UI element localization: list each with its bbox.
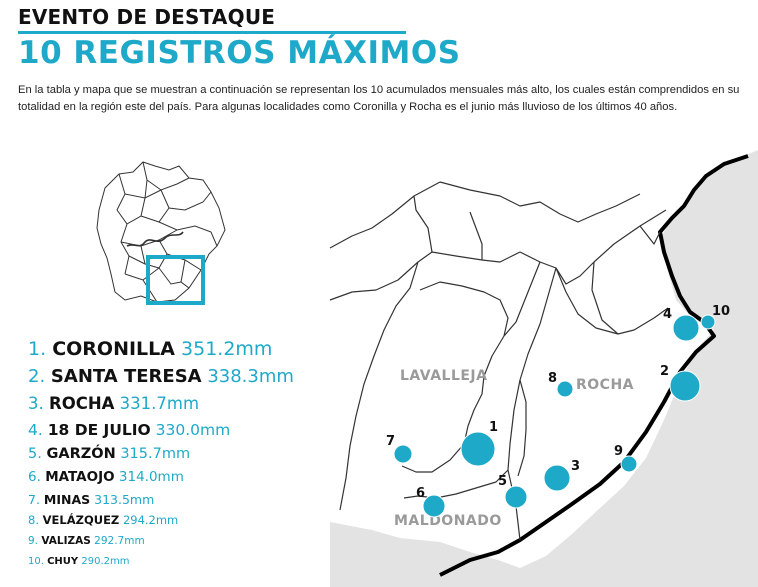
rank-number: 10.: [28, 556, 44, 567]
rank-value: 292.7mm: [94, 535, 145, 547]
rank-number: 4.: [28, 421, 43, 439]
ranking-item-rocha: 3. ROCHA 331.7mm: [28, 390, 294, 417]
region-label-maldonado: MALDONADO: [394, 513, 502, 529]
marker-label-8: 8: [548, 371, 557, 386]
rio-negro-river: [126, 231, 184, 247]
marker-label-6: 6: [416, 486, 425, 501]
section-kicker: EVENTO DE DESTAQUE: [18, 5, 276, 29]
rank-location: VELÁZQUEZ: [42, 513, 120, 527]
ranking-item-velazquez: 8. VELÁZQUEZ 294.2mm: [28, 510, 294, 531]
intro-paragraph: En la tabla y mapa que se muestran a con…: [18, 82, 740, 116]
marker-label-10: 10: [712, 304, 730, 319]
marker-label-4: 4: [663, 307, 672, 322]
rank-number: 1.: [28, 338, 47, 360]
region-label-lavalleja: LAVALLEJA: [400, 368, 487, 384]
marker-label-1: 1: [489, 420, 498, 435]
kicker-underline: [18, 31, 406, 34]
rank-location: 18 DE JULIO: [47, 421, 151, 439]
rank-location: GARZÓN: [46, 446, 116, 462]
rank-value: 330.0mm: [155, 421, 231, 439]
regional-rainfall-map: LAVALLEJA ROCHA MALDONADO 1 2 3 4 5 6 7 …: [329, 150, 758, 587]
ranking-item-mataojo: 6. MATAOJO 314.0mm: [28, 466, 294, 489]
rank-location: VALIZAS: [41, 535, 91, 547]
rank-value: 338.3mm: [207, 366, 294, 387]
ranking-item-valizas: 9. VALIZAS 292.7mm: [28, 531, 294, 552]
rank-number: 6.: [28, 469, 41, 485]
region-land-fill: [330, 150, 758, 587]
rank-number: 3.: [28, 394, 44, 413]
rank-number: 2.: [28, 366, 46, 387]
intro-line-2: totalidad en la región este del país. Pa…: [18, 101, 678, 113]
rainfall-markers: [393, 314, 716, 518]
marker-8-velazquez: [556, 380, 574, 398]
uruguay-outline: [96, 161, 226, 303]
marker-label-3: 3: [571, 459, 580, 474]
ranking-item-chuy: 10. CHUY 290.2mm: [28, 552, 294, 571]
rank-location: MATAOJO: [45, 469, 115, 485]
marker-4-18-de-julio: [672, 314, 700, 342]
rank-value: 290.2mm: [81, 556, 130, 567]
ranking-item-garzon: 5. GARZÓN 315.7mm: [28, 443, 294, 466]
coastline: [439, 154, 749, 577]
marker-label-2: 2: [660, 364, 669, 379]
marker-5-garzon: [504, 485, 528, 509]
marker-label-9: 9: [614, 444, 623, 459]
marker-7-minas: [393, 444, 413, 464]
marker-label-7: 7: [386, 434, 395, 449]
rank-value: 294.2mm: [122, 513, 179, 527]
rank-location: CORONILLA: [52, 338, 175, 360]
marker-6-mataojo: [422, 494, 446, 518]
rank-value: 351.2mm: [181, 338, 273, 360]
rank-value: 313.5mm: [94, 492, 155, 507]
rainfall-ranking-list: 1. CORONILLA 351.2mm 2. SANTA TERESA 338…: [28, 336, 294, 571]
study-area-highlight: [146, 255, 205, 305]
marker-10-chuy: [700, 314, 716, 330]
rank-value: 331.7mm: [119, 394, 200, 413]
marker-label-5: 5: [498, 474, 507, 489]
rank-value: 315.7mm: [120, 446, 191, 462]
region-label-rocha: ROCHA: [576, 377, 634, 393]
page-title: 10 REGISTROS MÁXIMOS: [18, 35, 461, 71]
uruguay-locator-map: [96, 161, 226, 305]
ranking-item-18-de-julio: 4. 18 DE JULIO 330.0mm: [28, 417, 294, 443]
intro-line-1: En la tabla y mapa que se muestran a con…: [18, 84, 740, 96]
marker-9-valizas: [620, 455, 638, 473]
rank-location: ROCHA: [49, 394, 115, 413]
rank-number: 8.: [28, 513, 39, 527]
rank-number: 7.: [28, 492, 40, 507]
marker-3-rocha: [543, 464, 571, 492]
rank-location: SANTA TERESA: [50, 366, 202, 387]
rank-value: 314.0mm: [118, 469, 184, 485]
marker-2-santa-teresa: [669, 370, 701, 402]
ranking-item-coronilla: 1. CORONILLA 351.2mm: [28, 336, 294, 363]
rank-location: CHUY: [47, 556, 79, 567]
rank-number: 9.: [28, 535, 39, 547]
rank-number: 5.: [28, 446, 42, 462]
ranking-item-minas: 7. MINAS 313.5mm: [28, 489, 294, 510]
marker-1-coronilla: [460, 431, 496, 467]
ranking-item-santa-teresa: 2. SANTA TERESA 338.3mm: [28, 363, 294, 390]
rank-location: MINAS: [43, 492, 91, 507]
